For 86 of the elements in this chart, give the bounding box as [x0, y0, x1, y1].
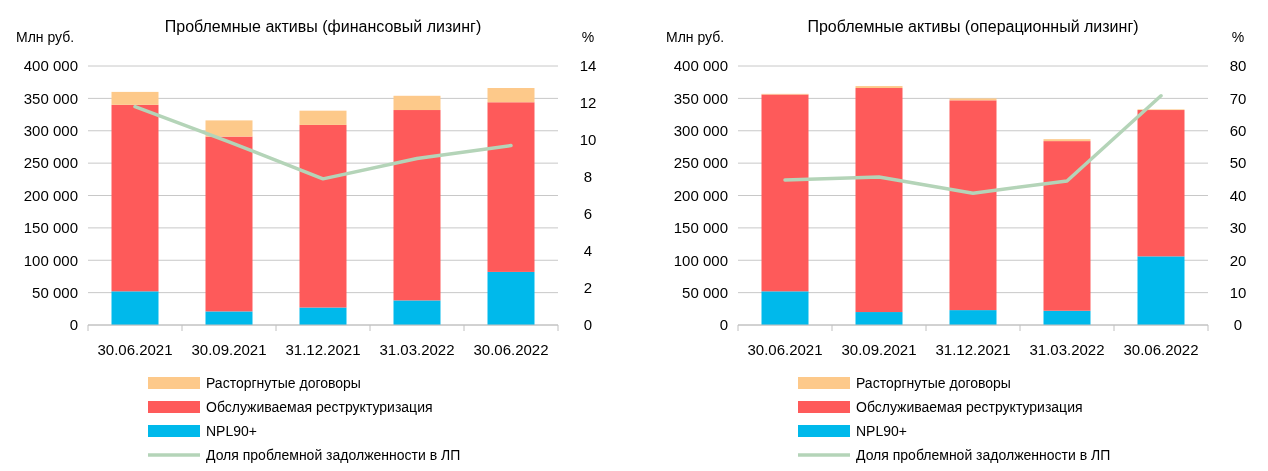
y2-tick-label: 14: [579, 57, 597, 75]
bar: [299, 124, 347, 308]
y-tick-label: 100 000: [673, 251, 728, 269]
x-tick-label: 30.06.2021: [747, 341, 823, 358]
y2-tick-label: 50: [1229, 154, 1247, 172]
y-tick-label: 400 000: [23, 57, 78, 75]
chart-title: Проблемные активы (операционный лизинг): [807, 18, 1139, 35]
bar: [111, 104, 159, 292]
line-series: [133, 104, 513, 181]
legend-label: Обслуживаемая реструктуризация: [206, 398, 433, 415]
legend-label: Обслуживаемая реструктуризация: [856, 398, 1083, 415]
y2-tick-label: 10: [579, 131, 597, 149]
y-axis-title: Млн руб.: [16, 29, 75, 45]
y-axis-title: Млн руб.: [666, 29, 725, 45]
y-tick-label: 100 000: [23, 251, 78, 269]
y-tick-label: 300 000: [673, 122, 728, 139]
bar: [949, 310, 997, 325]
legend-label: Расторгнутые договоры: [856, 374, 1011, 391]
y2-tick-label: 4: [583, 242, 593, 260]
y-tick-label: 50 000: [682, 283, 728, 301]
x-tick-label: 31.03.2022: [379, 341, 455, 358]
bar: [1043, 310, 1091, 325]
bar: [111, 91, 159, 105]
x-tick-label: 30.09.2021: [191, 341, 267, 358]
bar: [111, 291, 159, 325]
y2-tick-label: 80: [1229, 57, 1247, 75]
y-tick-label: 0: [719, 316, 728, 334]
legend-label: NPL90+: [856, 422, 907, 439]
y-tick-label: 250 000: [673, 154, 728, 172]
y2-tick-label: 40: [1229, 186, 1247, 204]
legend-label: Доля проблемной задолженности в ЛП: [856, 446, 1111, 463]
legend-label: Расторгнутые договоры: [206, 374, 361, 391]
y-tick-label: 0: [69, 316, 78, 334]
y-tick-label: 150 000: [673, 219, 728, 237]
y2-tick-label: 60: [1229, 122, 1247, 139]
x-tick-label: 30.09.2021: [841, 341, 917, 358]
chart-title: Проблемные активы (финансовый лизинг): [164, 18, 482, 35]
bar: [487, 102, 535, 272]
y2-tick-label: 8: [583, 168, 593, 186]
x-tick-label: 30.06.2022: [1123, 341, 1199, 358]
bar: [761, 291, 809, 325]
y2-tick-label: 0: [583, 316, 593, 334]
y2-axis-title: %: [581, 29, 595, 45]
y2-tick-label: 6: [583, 205, 593, 223]
bar: [1043, 141, 1091, 311]
line-series: [783, 94, 1163, 195]
y2-axis-title: %: [1231, 29, 1245, 45]
y-tick-label: 250 000: [23, 154, 78, 172]
x-tick-label: 31.12.2021: [285, 341, 361, 358]
bar: [487, 88, 535, 103]
y-tick-label: 200 000: [23, 186, 78, 204]
legend-label: NPL90+: [206, 422, 257, 439]
x-tick-label: 30.06.2022: [473, 341, 549, 358]
y2-tick-label: 30: [1229, 219, 1247, 237]
y-tick-label: 150 000: [23, 219, 78, 237]
y2-tick-label: 0: [1233, 316, 1243, 334]
bar: [393, 95, 441, 111]
y2-tick-label: 12: [579, 94, 597, 112]
x-tick-label: 30.06.2021: [97, 341, 173, 358]
y-tick-label: 350 000: [673, 89, 728, 107]
bar: [205, 136, 253, 312]
bar: [1137, 256, 1185, 325]
y2-tick-label: 10: [1229, 283, 1247, 301]
bar: [487, 271, 535, 325]
bar: [205, 120, 253, 137]
bar: [949, 100, 997, 311]
bar: [855, 312, 903, 325]
y2-tick-label: 2: [583, 279, 593, 297]
bar: [855, 88, 903, 313]
bar: [299, 307, 347, 325]
bar: [761, 94, 809, 292]
legend-label: Доля проблемной задолженности в ЛП: [206, 446, 461, 463]
y2-tick-label: 70: [1229, 89, 1247, 107]
y-tick-label: 400 000: [673, 57, 728, 75]
bar: [393, 300, 441, 325]
y-tick-label: 350 000: [23, 89, 78, 107]
x-tick-label: 31.12.2021: [935, 341, 1011, 358]
y2-tick-label: 20: [1229, 251, 1247, 269]
y-tick-label: 200 000: [673, 186, 728, 204]
bar: [299, 110, 347, 125]
bar: [1137, 110, 1185, 257]
y-tick-label: 300 000: [23, 122, 78, 139]
bar: [393, 110, 441, 301]
y-tick-label: 50 000: [32, 283, 78, 301]
x-tick-label: 31.03.2022: [1029, 341, 1105, 358]
bar: [205, 311, 253, 325]
